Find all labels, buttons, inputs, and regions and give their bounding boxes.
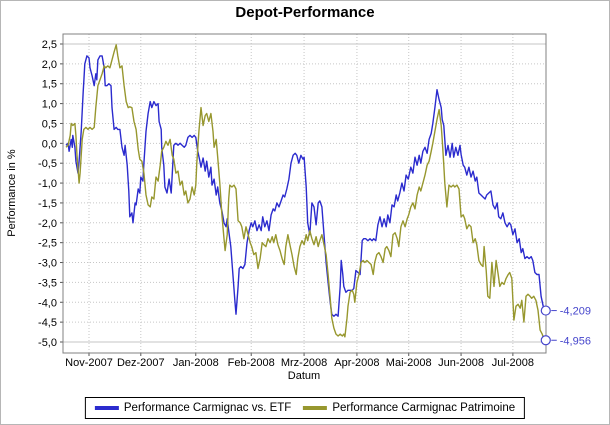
legend-label: Performance Carmignac vs. ETF <box>123 402 292 414</box>
y-tick-label: -4,0 <box>38 297 57 309</box>
y-tick-label: 0,5 <box>42 118 57 130</box>
y-tick-label: -2,5 <box>38 238 57 250</box>
y-tick-label: -3,5 <box>38 277 57 289</box>
olive-line-swatch-icon <box>303 406 328 410</box>
y-tick-label: -0,5 <box>38 158 57 170</box>
x-tick-label: Nov-2007 <box>65 357 113 369</box>
x-axis-title: Datum <box>288 370 320 382</box>
end-marker-icon <box>540 305 551 316</box>
chart-legend: Performance Carmignac vs. ETF Performanc… <box>84 397 526 419</box>
x-tick-label: Apr-2008 <box>334 357 379 369</box>
y-axis-title: Performance in % <box>6 149 18 237</box>
series-line-carmignac-patrimoine <box>65 44 545 341</box>
blue-line-swatch-icon <box>94 406 119 410</box>
axis-ticks: 2,5 2,0 1,5 1,0 0,5 0,0 -0,5 -1,0 -1,5 -2,0 -2,5 -3… <box>38 39 534 369</box>
legend-item-carmignac-patrimoine: Performance Carmignac Patrimoine <box>303 402 515 414</box>
x-tick-label: Jun-2008 <box>438 357 484 369</box>
x-tick-label: Feb-2008 <box>228 357 275 369</box>
y-tick-label: -4,5 <box>38 317 57 329</box>
x-tick-label: Jul-2008 <box>492 357 534 369</box>
x-tick-label: Jan-2008 <box>173 357 219 369</box>
y-tick-label: 0,0 <box>42 138 57 150</box>
end-value-label: -4,209 <box>560 306 591 318</box>
legend-label: Performance Carmignac Patrimoine <box>332 402 516 414</box>
x-tick-label: Mrz-2008 <box>281 357 327 369</box>
y-tick-label: -3,0 <box>38 258 57 270</box>
gridlines <box>63 34 546 353</box>
y-tick-label: 2,0 <box>42 59 57 71</box>
x-tick-label: Dez-2007 <box>117 357 165 369</box>
end-marker-icon <box>540 335 551 346</box>
y-tick-label: 1,5 <box>42 79 57 91</box>
y-tick-label: 1,0 <box>42 99 57 111</box>
y-tick-label: -1,0 <box>38 178 57 190</box>
y-tick-label: 2,5 <box>42 39 57 51</box>
series-line-carmignac-vs-etf <box>65 55 545 317</box>
chart-title: Depot-Performance <box>235 4 375 21</box>
legend-item-carmignac-vs-etf: Performance Carmignac vs. ETF <box>94 402 292 414</box>
x-tick-label: Mai-2008 <box>386 357 432 369</box>
plot-area: 2,5 2,0 1,5 1,0 0,5 0,0 -0,5 -1,0 -1,5 -2,0 -2,5 -3… <box>38 33 591 369</box>
y-tick-label: -2,0 <box>38 218 57 230</box>
plot-border <box>62 33 547 354</box>
y-tick-label: -1,5 <box>38 198 57 210</box>
end-value-label: -4,956 <box>560 335 591 347</box>
y-tick-label: -5,0 <box>38 337 57 349</box>
